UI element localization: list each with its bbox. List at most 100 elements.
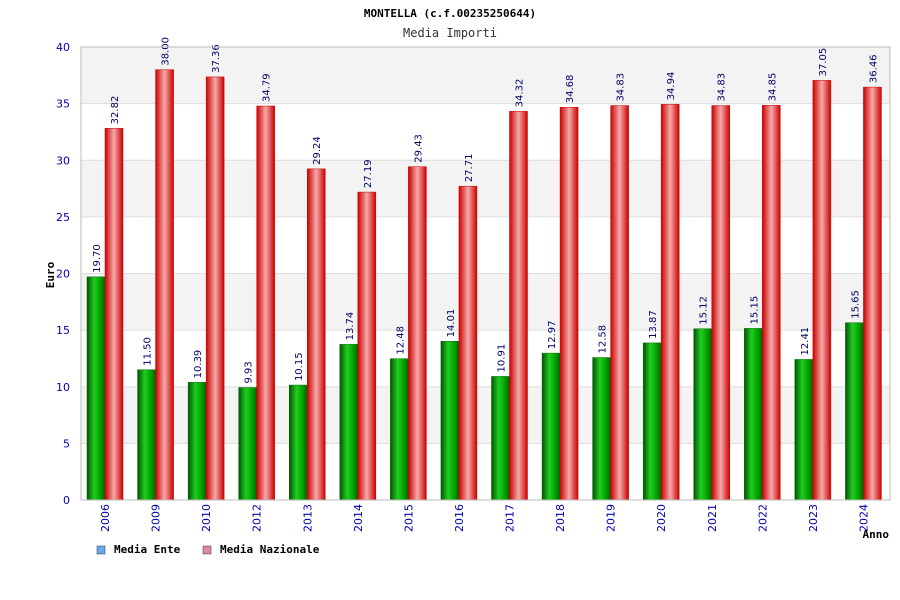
data-label: 19.70 [92, 244, 103, 273]
bar-media-ente [289, 384, 308, 501]
x-tick-label: 2023 [807, 504, 820, 532]
data-label: 10.39 [193, 350, 204, 379]
chart-subtitle: Media Importi [403, 26, 497, 40]
bar-media-nazionale [458, 185, 478, 501]
data-label: 11.50 [143, 337, 154, 366]
x-tick-label: 2009 [150, 504, 163, 532]
bar-media-ente [390, 358, 409, 501]
bar-media-nazionale [762, 105, 781, 501]
bar-media-nazionale [812, 80, 832, 501]
bar-media-nazionale [711, 105, 730, 501]
legend-swatch-media-ente [96, 545, 106, 555]
plot-border [80, 46, 891, 501]
data-label: 29.24 [312, 136, 323, 165]
x-axis-ticks: 2006 2009 2010 2012 2013 2014 2015 2016 2017 2018… [99, 504, 870, 532]
data-label: 37.36 [211, 44, 222, 73]
data-label: 34.94 [666, 72, 677, 101]
bar-media-ente [86, 276, 106, 501]
bar-media-ente [541, 352, 561, 501]
y-axis-ticks: 0 5 10 15 20 25 30 35 40 [56, 41, 70, 507]
bar-media-ente [693, 328, 712, 501]
data-label: 13.74 [345, 312, 356, 341]
data-label: 10.91 [497, 344, 508, 373]
y-tick-label: 35 [56, 98, 70, 111]
data-label: 15.65 [850, 290, 861, 319]
bars [86, 69, 882, 501]
bar-media-nazionale [863, 86, 882, 501]
bar-media-nazionale [104, 128, 124, 501]
x-tick-label: 2020 [655, 504, 668, 532]
data-label: 15.15 [749, 296, 760, 325]
bar-media-nazionale [559, 106, 579, 501]
data-label: 37.05 [818, 48, 829, 77]
y-axis-label: Euro [44, 261, 57, 288]
x-tick-label: 2016 [453, 504, 466, 532]
bar-media-nazionale [509, 111, 528, 501]
chart-title: MONTELLA (c.f.00235250644) [364, 7, 536, 20]
data-label: 29.43 [413, 134, 424, 163]
bar-media-ente [744, 328, 763, 501]
x-tick-label: 2018 [554, 504, 567, 532]
bar-media-nazionale [660, 104, 680, 501]
data-label: 32.82 [110, 96, 121, 125]
x-axis-label: Anno [863, 528, 890, 541]
x-tick-label: 2024 [857, 504, 870, 532]
x-tick-label: 2006 [99, 504, 112, 532]
legend-swatch-media-nazionale [202, 545, 212, 555]
data-label: 27.19 [363, 159, 374, 188]
legend-label-media-ente: Media Ente [114, 543, 181, 556]
data-label: 34.79 [262, 73, 273, 102]
data-labels: 19.70 32.82 11.50 38.00 10.39 37.36 9.93 34.79 1… [92, 37, 879, 384]
bar-media-ente [794, 359, 814, 501]
data-label: 27.71 [464, 154, 475, 183]
data-label: 12.97 [547, 320, 558, 349]
bar-media-ente [845, 322, 864, 501]
data-label: 38.00 [161, 37, 172, 66]
bar-media-ente [339, 344, 359, 501]
data-label: 36.46 [868, 54, 879, 83]
y-tick-label: 30 [56, 154, 70, 167]
bar-media-ente [238, 387, 257, 501]
x-tick-label: 2019 [605, 504, 618, 532]
legend: Media Ente Media Nazionale [96, 543, 320, 556]
bar-media-nazionale [307, 168, 326, 501]
bar-media-ente [187, 382, 207, 501]
bar-media-nazionale [256, 105, 275, 501]
y-tick-label: 0 [63, 494, 70, 507]
y-tick-label: 25 [56, 211, 70, 224]
x-tick-label: 2015 [402, 504, 415, 532]
x-tick-label: 2022 [756, 504, 769, 532]
bar-media-nazionale [610, 105, 629, 501]
data-label: 15.12 [699, 296, 710, 325]
x-tick-label: 2010 [200, 504, 213, 532]
x-tick-label: 2013 [301, 504, 314, 532]
y-tick-label: 10 [56, 381, 70, 394]
data-label: 10.15 [294, 352, 305, 381]
y-tick-label: 15 [56, 324, 70, 337]
bar-media-nazionale [155, 69, 174, 501]
y-tick-label: 5 [63, 437, 70, 450]
bar-media-nazionale [205, 76, 225, 501]
x-tick-label: 2021 [706, 504, 719, 532]
data-label: 13.87 [648, 310, 659, 339]
data-label: 12.58 [598, 325, 609, 354]
bar-media-nazionale [408, 166, 427, 501]
data-label: 9.93 [244, 361, 255, 383]
data-label: 12.48 [395, 326, 406, 355]
x-tick-label: 2017 [504, 504, 517, 532]
bar-media-ente [491, 376, 510, 501]
legend-label-media-nazionale: Media Nazionale [220, 543, 320, 556]
y-tick-label: 40 [56, 41, 70, 54]
x-tick-label: 2014 [352, 504, 365, 532]
data-label: 34.85 [767, 73, 778, 102]
y-tick-label: 20 [56, 268, 70, 281]
bar-media-ente [137, 369, 156, 501]
data-label: 34.83 [616, 73, 627, 102]
bar-media-ente [440, 341, 460, 501]
data-label: 34.68 [565, 75, 576, 104]
bar-media-ente [642, 342, 662, 501]
bar-media-nazionale [357, 191, 377, 501]
data-label: 14.01 [446, 309, 457, 338]
data-label: 12.41 [800, 327, 811, 356]
